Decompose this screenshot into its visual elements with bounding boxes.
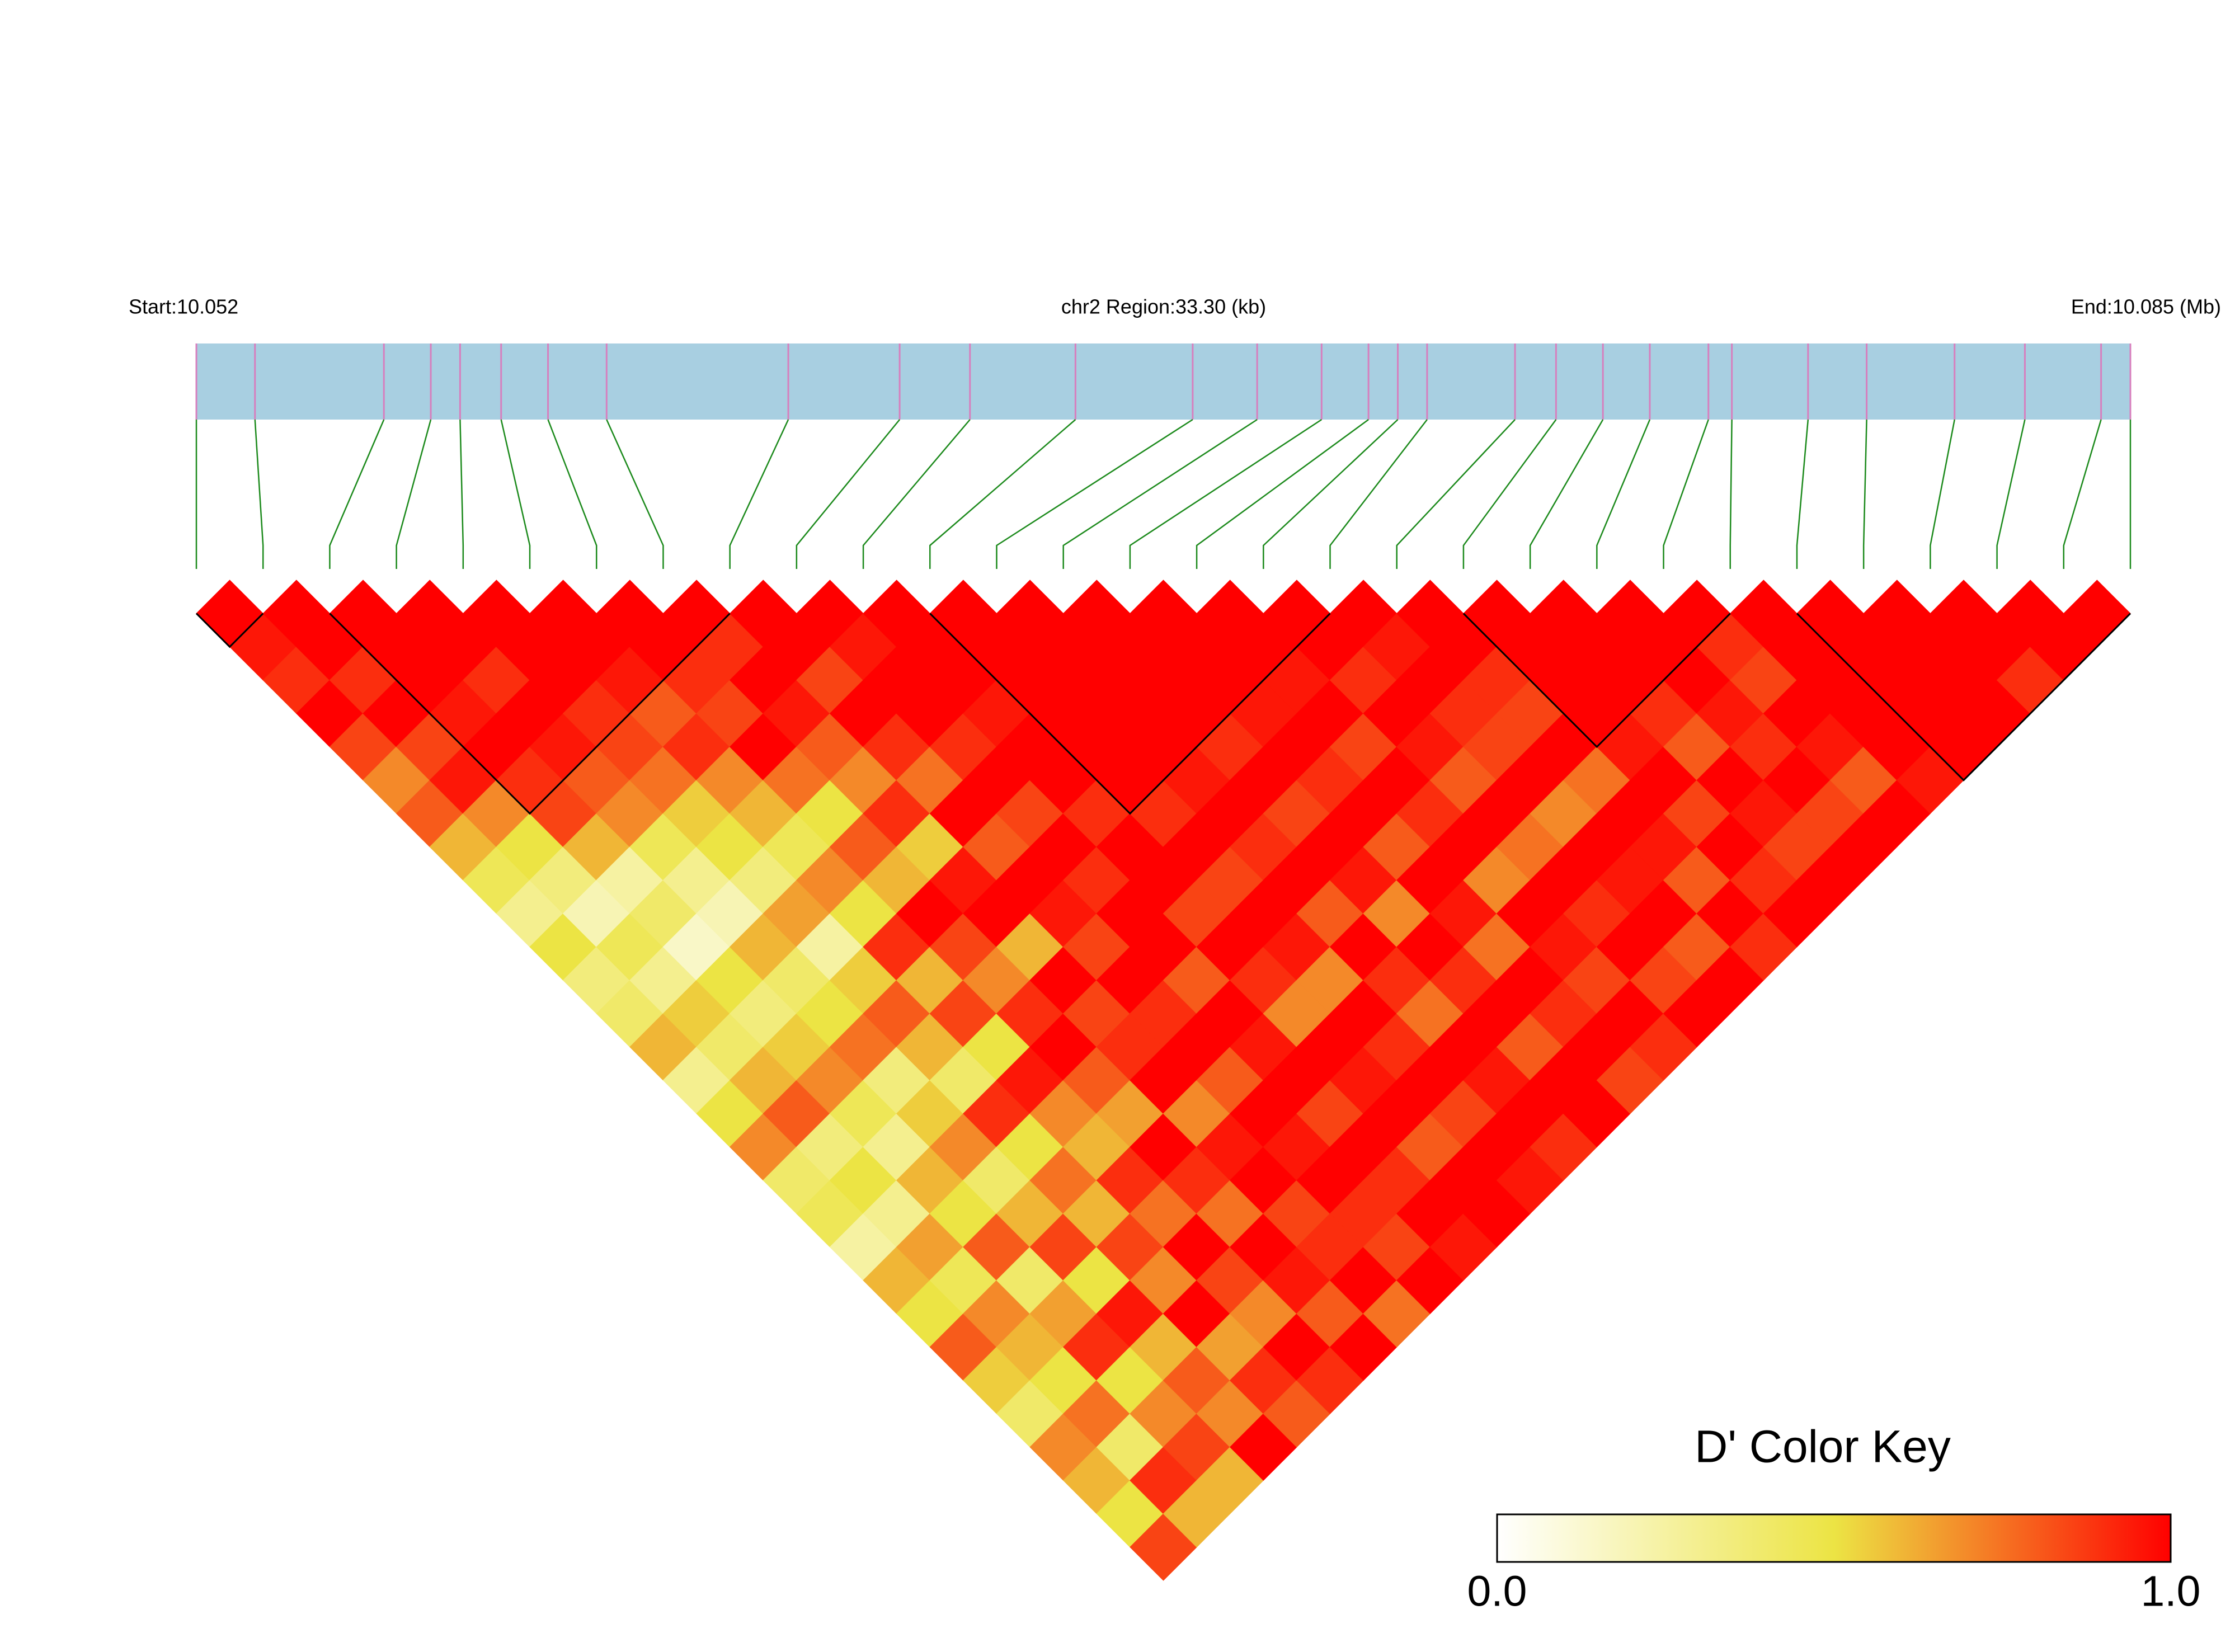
snp-connector [1729, 419, 1733, 569]
start-label: Start:10.052 [129, 295, 238, 318]
color-key-bar [1496, 1513, 2172, 1563]
snp-connector [1596, 419, 1651, 569]
snp-connector [1062, 418, 1258, 569]
snp-connector [547, 419, 597, 569]
snp-connector [996, 418, 1193, 569]
snp-connector [500, 419, 531, 569]
snp-connector [2063, 419, 2102, 569]
snp-connector [1396, 419, 1516, 569]
ld-block [929, 613, 1331, 815]
snp-connector [606, 419, 664, 569]
ld-block [1462, 613, 1731, 749]
color-key-tick-label: 1.0 [2140, 1567, 2200, 1615]
snp-connector [1462, 419, 1557, 569]
color-key-title: D' Color Key [1695, 1422, 1951, 1472]
snp-connector [254, 419, 264, 569]
chart-title: chr2 Region:33.30 (kb) [1061, 295, 1266, 318]
snp-connector [1663, 419, 1709, 569]
snp-connector [1529, 419, 1604, 569]
snp-connector [1129, 418, 1323, 569]
ld-block [1796, 613, 2132, 782]
snp-connector [862, 419, 971, 569]
color-key-tick-label: 0.0 [1467, 1567, 1527, 1615]
snp-connector [1796, 419, 1809, 569]
end-label: End:10.085 (Mb) [2071, 295, 2221, 318]
region-bar [196, 343, 2130, 420]
ld-block [329, 613, 731, 815]
snp-connector [459, 419, 464, 569]
snp-connector [796, 419, 901, 569]
snp-connector [929, 419, 1076, 569]
snp-connector [1996, 419, 2026, 569]
snp-connector [329, 419, 385, 569]
snp-connector [1329, 419, 1428, 569]
snp-connector [1862, 419, 1867, 569]
snp-connector [1930, 419, 1955, 569]
snp-connector [1196, 418, 1369, 569]
snp-connector [396, 419, 432, 569]
snp-connector [729, 419, 789, 569]
ld-block [195, 613, 264, 648]
snp-connector [1263, 419, 1399, 569]
